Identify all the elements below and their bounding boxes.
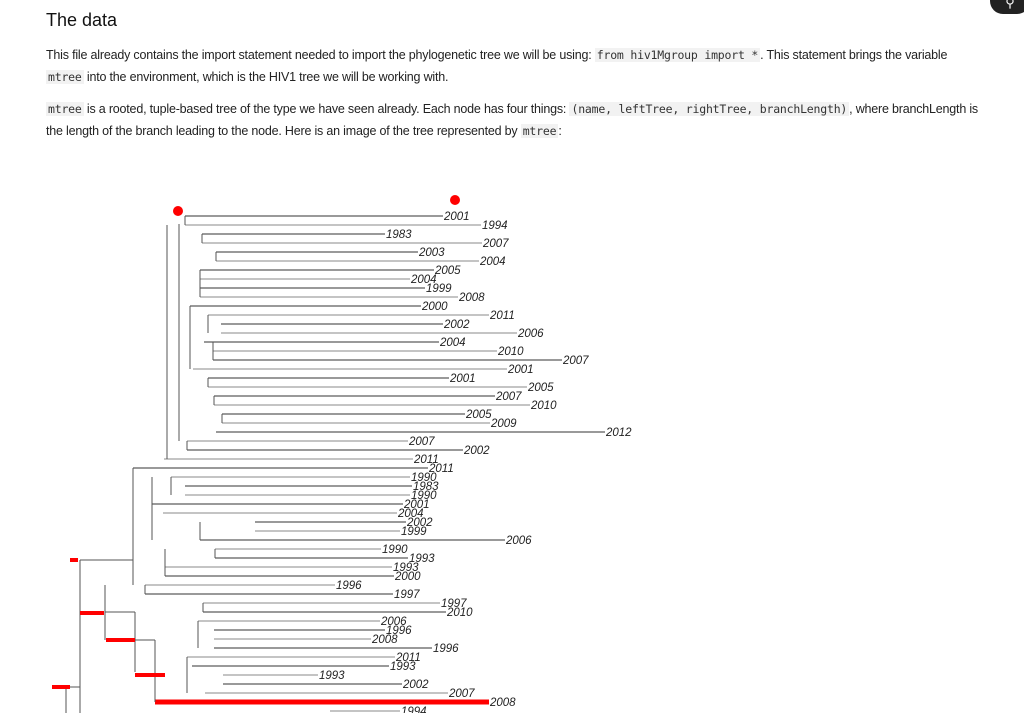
leaf-label: 2008 [489, 697, 516, 709]
highlight-dot [173, 206, 183, 216]
leaf-label: 2000 [394, 571, 421, 583]
leaf-label: 2001 [507, 364, 534, 376]
highlight-dot [450, 195, 460, 205]
text: , where branchLength is the length of th… [46, 102, 978, 138]
leaf-label: 1990 [411, 472, 437, 484]
inline-code: mtree [46, 102, 84, 116]
section-heading: The data [46, 10, 118, 30]
search-icon: ⚲ [1005, 0, 1015, 10]
leaf-label: 2003 [418, 247, 445, 259]
leaf-label: 2002 [406, 517, 433, 529]
leaf-label: 2010 [446, 607, 473, 619]
leaf-label: 2002 [463, 445, 490, 457]
leaf-label: 1997 [441, 598, 467, 610]
leaf-label: 2004 [439, 337, 466, 349]
leaf-label: 2011 [395, 652, 421, 664]
leaf-label: 1990 [382, 544, 408, 556]
inline-code: mtree [520, 124, 559, 138]
leaf-label: 2008 [371, 634, 398, 646]
tree-description-paragraph: mtree is a rooted, tuple-based tree of t… [46, 98, 986, 142]
leaf-label: 1993 [393, 562, 419, 574]
leaf-label: 2011 [413, 454, 439, 466]
leaf-label: 2012 [605, 427, 632, 439]
leaf-label: 1983 [413, 481, 439, 493]
leaf-label: 2010 [497, 346, 524, 358]
leaf-label: 1993 [319, 670, 345, 682]
inline-code: mtree [46, 70, 84, 84]
text: is a rooted, tuple-based tree of the typ… [83, 102, 570, 116]
leaf-label: 2011 [428, 463, 454, 475]
leaf-label: 2004 [410, 274, 437, 286]
leaf-label: 2001 [449, 373, 476, 385]
leaf-label: 2002 [443, 319, 470, 331]
leaf-label: 2007 [482, 238, 509, 250]
leaf-label: 1996 [433, 643, 459, 655]
leaf-label: 2007 [448, 688, 475, 700]
inline-code: from hiv1Mgroup import * [594, 48, 761, 62]
leaf-label: 1993 [390, 661, 416, 673]
text: into the environment, which is the HIV1 … [83, 70, 449, 84]
leaf-label: 2006 [505, 535, 532, 547]
leaf-label: 1994 [482, 220, 508, 232]
intro-paragraph: This file already contains the import st… [46, 44, 986, 88]
text: : [558, 124, 562, 138]
leaf-label: 1997 [394, 589, 420, 601]
leaf-label: 1993 [409, 553, 435, 565]
leaf-label: 2005 [434, 265, 461, 277]
leaf-label: 2007 [408, 436, 435, 448]
leaf-label: 2006 [517, 328, 544, 340]
search-button[interactable]: ⚲ [990, 0, 1024, 14]
leaf-label: 1996 [386, 625, 412, 637]
leaf-label: 2011 [489, 310, 515, 322]
leaf-label: 2005 [465, 409, 492, 421]
leaf-label: 2007 [495, 391, 522, 403]
text: This file already contains the import st… [46, 48, 595, 62]
leaf-label: 2008 [458, 292, 485, 304]
leaf-label: 1994 [401, 706, 427, 713]
leaf-label: 2009 [490, 418, 517, 430]
leaf-label: 1990 [411, 490, 437, 502]
leaf-label: 2006 [380, 616, 407, 628]
leaf-label: 2005 [527, 382, 554, 394]
leaf-label: 1983 [386, 229, 412, 241]
leaf-label: 2004 [479, 256, 506, 268]
leaf-label: 1999 [426, 283, 452, 295]
leaf-label: 2010 [530, 400, 557, 412]
text: . This statement brings the variable [760, 48, 948, 62]
leaf-label: 2004 [397, 508, 424, 520]
leaf-label: 1999 [401, 526, 427, 538]
leaf-label: 2001 [403, 499, 430, 511]
leaf-label: 2000 [421, 301, 448, 313]
leaf-label: 1996 [336, 580, 362, 592]
leaf-label: 2007 [562, 355, 589, 367]
leaf-label: 2002 [402, 679, 429, 691]
leaf-label: 2001 [443, 211, 470, 223]
inline-code: (name, leftTree, rightTree, branchLength… [569, 102, 850, 116]
